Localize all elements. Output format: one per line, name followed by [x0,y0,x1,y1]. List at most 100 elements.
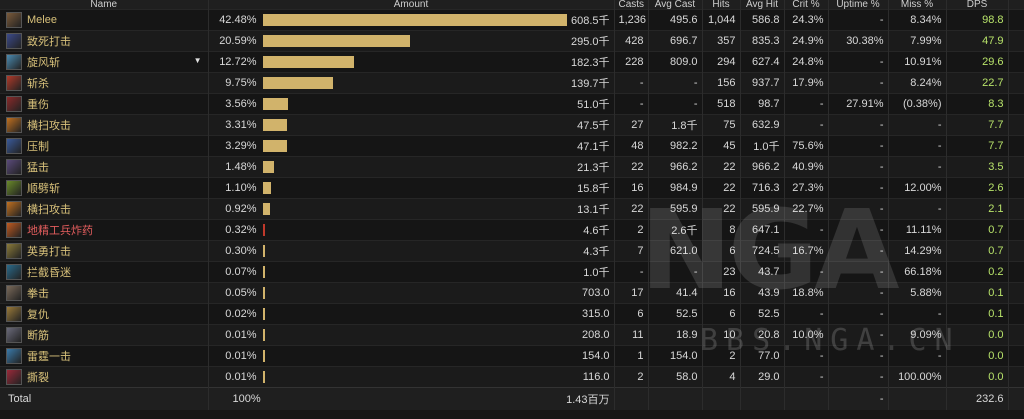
col-casts-header[interactable]: Casts [614,0,649,10]
amount-value: 13.1千 [577,204,610,216]
amount-bar [262,77,333,89]
uptime-cell: - [828,177,889,199]
table-row[interactable]: 拦截昏迷 0.07% 1.0千 - -23 43.7- -66.18% 0.2 [0,261,1024,283]
casts-cell: 22 [614,198,649,220]
crit-cell: - [784,345,829,367]
table-row[interactable]: 断筋 0.01% 208.0 11 18.9 10 20.8 10.0% -9.09% 0.0 [0,324,1024,346]
ability-name: 断筋 [27,330,49,342]
col-avg-cast-header[interactable]: Avg Cast [648,0,703,10]
table-row[interactable]: 致死打击 20.59% 295.0千 428 696.7 357 835.3 24.9% 30.… [0,30,1024,52]
amount-percent: 3.31% [225,119,257,131]
amount-cell: 42.48% 608.5千 [208,9,615,31]
table-row[interactable]: 横扫攻击 0.92% 13.1千 22 595.9 22 595.9 22.7% - -2.1 [0,198,1024,220]
col-hits-header[interactable]: Hits [702,0,741,10]
amount-cell: 0.01% 208.0 [208,324,615,346]
amount-bar [262,203,270,215]
col-avg-hit-header[interactable]: Avg Hit [740,0,785,10]
ability-rows: Melee 42.48% 608.5千 1,236 495.6 1,044 586.8 24.… [0,9,1024,388]
dps-cell: 0.0 [946,324,1009,346]
hits-cell: 22 [702,156,741,178]
ability-name-cell[interactable]: 横扫攻击 [0,114,209,136]
hits-cell: 75 [702,114,741,136]
ability-name-cell[interactable]: 拳击 [0,282,209,304]
expand-caret-icon[interactable]: ▼ [193,56,202,65]
ability-name-cell[interactable]: 拦截昏迷 [0,261,209,283]
crit-cell: - [784,366,829,388]
uptime-cell: - [828,156,889,178]
col-dps-header[interactable]: DPS [946,0,1009,10]
hamstring-icon [6,327,22,343]
hits-cell: 10 [702,324,741,346]
amount-value: 51.0千 [577,99,610,111]
table-row[interactable]: 顺劈斩 1.10% 15.8千 16 984.9 22 716.3 27.3% -12.00% 2… [0,177,1024,199]
hits-cell: 2 [702,345,741,367]
ability-name-cell[interactable]: Melee [0,9,209,31]
miss-cell: 14.29% [888,240,947,262]
avg-cast-cell: 966.2 [648,156,703,178]
ability-name-cell[interactable]: 撕裂 [0,366,209,388]
total-dps: 232.6 [946,387,1009,410]
ability-name-cell[interactable]: 斩杀 [0,72,209,94]
avg-hit-cell: 586.8 [740,9,785,31]
avg-cast-cell: 18.9 [648,324,703,346]
amount-bar-track [262,119,567,131]
crit-cell: 27.3% [784,177,829,199]
ability-name-cell[interactable]: 地精工兵炸药 [0,219,209,241]
amount-percent: 42.48% [219,14,257,26]
table-row[interactable]: 复仇 0.02% 315.0 6 52.5 6 52.5- - -0.1 [0,303,1024,325]
dps-cell: 2.1 [946,198,1009,220]
ability-name-cell[interactable]: 压制 [0,135,209,157]
col-miss-header[interactable]: Miss % [888,0,947,10]
dps-cell: 29.6 [946,51,1009,73]
amount-value: 139.7千 [570,78,610,90]
amount-cell: 9.75% 139.7千 [208,72,615,94]
ability-name-cell[interactable]: 旋风斩 ▼ [0,51,209,73]
ability-name-cell[interactable]: 致死打击 [0,30,209,52]
thunder-clap-icon [6,348,22,364]
ability-name-cell[interactable]: 顺劈斩 [0,177,209,199]
col-name-header[interactable]: Name [0,0,209,10]
col-amount-header[interactable]: Amount [208,0,615,10]
ability-name-cell[interactable]: 雷霆一击 [0,345,209,367]
crit-cell: 10.0% [784,324,829,346]
avg-hit-cell: 52.5 [740,303,785,325]
ability-name: 地精工兵炸药 [27,225,93,237]
ability-name-cell[interactable]: 复仇 [0,303,209,325]
table-row[interactable]: 拳击 0.05% 703.0 17 41.4 16 43.9 18.8% -5.88% 0.1 [0,282,1024,304]
table-row[interactable]: 旋风斩 ▼ 12.72% 182.3千 228 809.0 294 627.4 24.8% -10… [0,51,1024,73]
uptime-cell: - [828,282,889,304]
ability-name-cell[interactable]: 猛击 [0,156,209,178]
table-row[interactable]: 猛击 1.48% 21.3千 22 966.2 22 966.2 40.9% - -3.5 [0,156,1024,178]
table-row[interactable]: 撕裂 0.01% 116.0 2 58.0 4 29.0- -100.00% 0.0 [0,366,1024,388]
ability-name-cell[interactable]: 英勇打击 [0,240,209,262]
miss-cell: 10.91% [888,51,947,73]
crit-cell: 24.3% [784,9,829,31]
amount-bar [262,98,288,110]
table-row[interactable]: 压制 3.29% 47.1千 48 982.2 45 1.0千 75.6% - -7.7 [0,135,1024,157]
table-row[interactable]: Melee 42.48% 608.5千 1,236 495.6 1,044 586.8 24.… [0,9,1024,31]
dps-cell: 0.1 [946,303,1009,325]
col-crit-header[interactable]: Crit % [784,0,829,10]
table-row[interactable]: 重伤 3.56% 51.0千 - -518 98.7-27.91% (0.38%) 8.3 [0,93,1024,115]
ability-name-cell[interactable]: 横扫攻击 [0,198,209,220]
table-row[interactable]: 斩杀 9.75% 139.7千 - -156 937.7 17.9% -8.24% 22.7 [0,72,1024,94]
table-row[interactable]: 横扫攻击 3.31% 47.5千 27 1.8千 75 632.9- - -7.7 [0,114,1024,136]
amount-bar-track [262,245,567,257]
amount-cell: 0.01% 116.0 [208,366,615,388]
amount-bar-track [262,56,567,68]
amount-bar [262,224,265,236]
amount-bar [262,287,265,299]
ability-name-cell[interactable]: 重伤 [0,93,209,115]
ability-name-cell[interactable]: 断筋 [0,324,209,346]
table-row[interactable]: 雷霆一击 0.01% 154.0 1 154.0 2 77.0- - -0.0 [0,345,1024,367]
amount-value: 116.0 [582,371,610,383]
total-percent: 100% [232,392,261,405]
crit-cell: - [784,114,829,136]
amount-bar [262,14,567,26]
hits-cell: 4 [702,366,741,388]
table-row[interactable]: 英勇打击 0.30% 4.3千 7 621.0 6 724.5 16.7% -14.29% 0.7 [0,240,1024,262]
col-uptime-header[interactable]: Uptime % [828,0,889,10]
uptime-cell: - [828,51,889,73]
amount-value: 154.0 [581,350,610,362]
table-row[interactable]: 地精工兵炸药 0.32% 4.6千 2 2.6千 8 647.1- -11.11% 0.7 [0,219,1024,241]
